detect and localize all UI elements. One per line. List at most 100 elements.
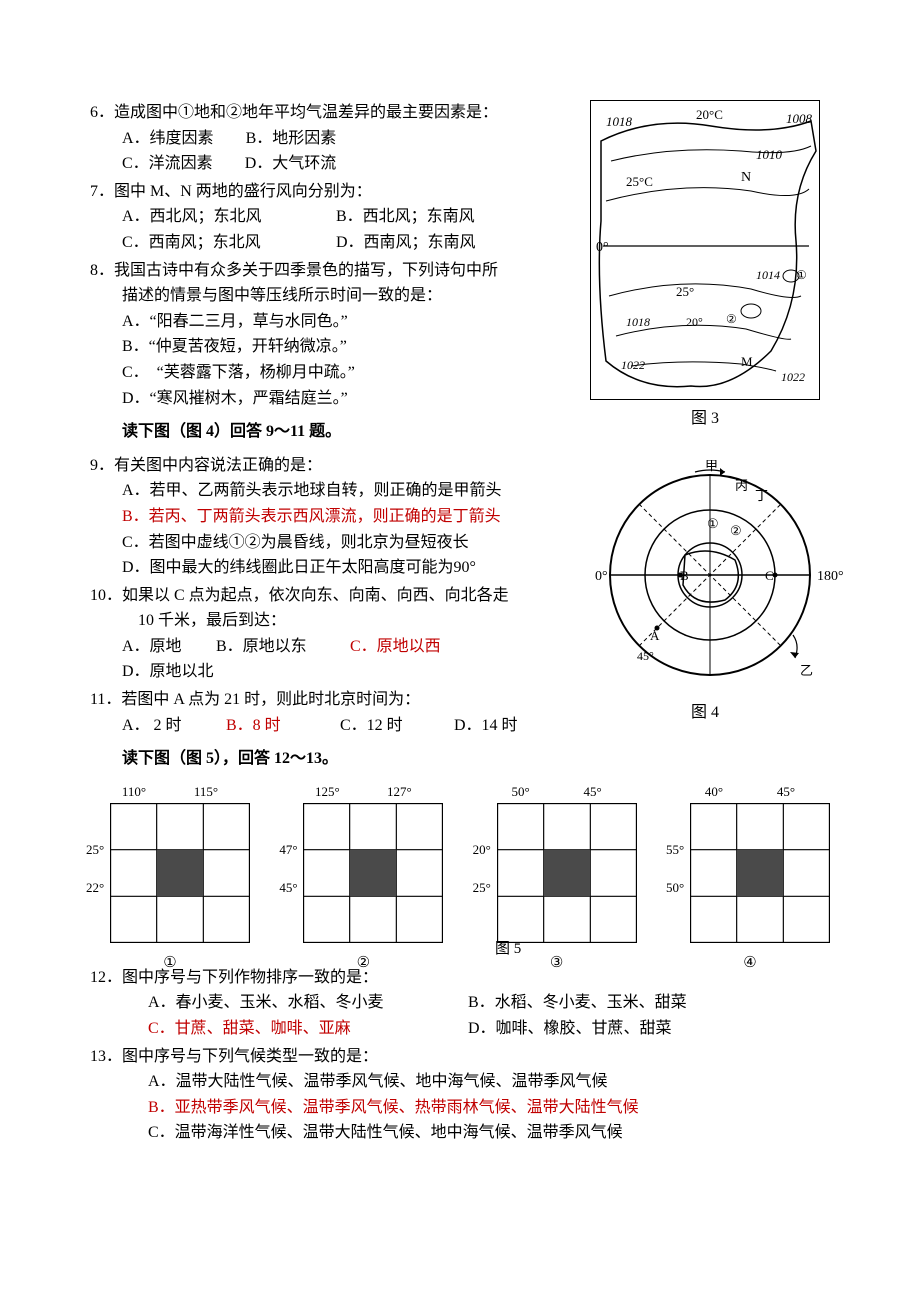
question-12: 12．图中序号与下列作物排序一致的是： A．春小麦、玉米、水稻、冬小麦 B．水稻… xyxy=(90,965,830,1042)
svg-text:C: C xyxy=(765,568,774,583)
chart-4-top-0: 40° xyxy=(705,782,723,803)
question-9: 9．有关图中内容说法正确的是： A．若甲、乙两箭头表示地球自转，则正确的是甲箭头… xyxy=(90,453,560,581)
svg-text:N: N xyxy=(741,170,751,185)
q6-stem: 6．造成图中①地和②地年平均气温差异的最主要因素是： xyxy=(90,100,560,126)
q11-opt-b: B．8 时 xyxy=(226,713,336,739)
figure-4: 甲 丙 丁 ① ② B C A 0° 180° 45° 乙 图 4 xyxy=(580,460,830,726)
figure-3: 1018 20°C 1008 1010 25°C N 0° 25° 1014 1… xyxy=(580,100,830,432)
q8-opt-b: B．“仲夏苦夜短，开轩纳微凉。” xyxy=(90,334,560,360)
q10-stem2: 10 千米，最后到达： xyxy=(90,608,560,634)
svg-text:1018: 1018 xyxy=(626,315,650,329)
svg-text:A: A xyxy=(650,628,660,643)
svg-text:25°C: 25°C xyxy=(626,174,653,189)
svg-text:0°: 0° xyxy=(596,240,609,255)
q11-opt-a: A． 2 时 xyxy=(122,713,222,739)
svg-text:①: ① xyxy=(796,268,807,282)
q7-opt-d: D．西南风；东南风 xyxy=(336,230,476,256)
svg-text:20°C: 20°C xyxy=(696,107,723,122)
chart-4-top-1: 45° xyxy=(777,782,795,803)
chart-3-top-1: 45° xyxy=(584,782,602,803)
question-8: 8．我国古诗中有众多关于四季景色的描写，下列诗句中所 描述的情景与图中等压线所示… xyxy=(90,258,560,412)
figure-3-map: 1018 20°C 1008 1010 25°C N 0° 25° 1014 1… xyxy=(590,100,820,400)
chart-4-left-0: 55° xyxy=(666,832,684,870)
chart-4-left-1: 50° xyxy=(666,870,684,908)
chart-2-left-1: 45° xyxy=(279,870,297,908)
q7-opt-b: B．西北风；东南风 xyxy=(336,204,475,230)
q12-opt-d: D．咖啡、橡胶、甘蔗、甜菜 xyxy=(468,1016,788,1042)
svg-text:甲: 甲 xyxy=(705,460,718,473)
figure-3-caption: 图 3 xyxy=(580,406,830,432)
chart-3: 50°45° 20°25° ③ xyxy=(477,782,637,957)
q13-opt-b: B．亚热带季风气候、温带季风气候、热带雨林气候、温带大陆性气候 xyxy=(148,1095,830,1121)
chart-3-left-1: 25° xyxy=(473,870,491,908)
q10-opt-d: D．原地以北 xyxy=(122,659,214,685)
q10-opt-c: C．原地以西 xyxy=(350,634,480,660)
chart-1-left-1: 22° xyxy=(86,870,104,908)
question-13: 13．图中序号与下列气候类型一致的是： A．温带大陆性气候、温带季风气候、地中海… xyxy=(90,1044,830,1146)
q9-opt-b: B．若丙、丁两箭头表示西风漂流，则正确的是丁箭头 xyxy=(90,504,560,530)
q10-opt-b: B．原地以东 xyxy=(216,634,346,660)
svg-text:1010: 1010 xyxy=(756,147,783,162)
q9-opt-a: A．若甲、乙两箭头表示地球自转，则正确的是甲箭头 xyxy=(90,478,560,504)
q8-stem2: 描述的情景与图中等压线所示时间一致的是： xyxy=(90,283,560,309)
figure-4-diagram: 甲 丙 丁 ① ② B C A 0° 180° 45° 乙 xyxy=(595,460,815,680)
q13-stem: 13．图中序号与下列气候类型一致的是： xyxy=(90,1044,830,1070)
chart-1-num: ① xyxy=(90,951,250,975)
q8-opt-d: D．“寒风摧树木，严霜结庭兰。” xyxy=(90,386,560,412)
svg-text:1014: 1014 xyxy=(756,268,780,282)
svg-text:M: M xyxy=(741,354,753,369)
question-10: 10．如果以 C 点为起点，依次向东、向南、向西、向北各走 10 千米，最后到达… xyxy=(90,583,560,685)
q13-opt-a: A．温带大陆性气候、温带季风气候、地中海气候、温带季风气候 xyxy=(148,1069,830,1095)
svg-text:0°: 0° xyxy=(595,569,608,584)
question-7: 7．图中 M、N 两地的盛行风向分别为： A．西北风；东北风 B．西北风；东南风… xyxy=(90,179,560,256)
svg-text:丁: 丁 xyxy=(755,488,768,503)
svg-text:25°: 25° xyxy=(676,284,694,299)
figure-5: 110°115° 25°22° ① 125°127° 47°45° ② 50°4… xyxy=(90,782,830,957)
svg-text:①: ① xyxy=(707,516,719,531)
q9-stem: 9．有关图中内容说法正确的是： xyxy=(90,453,560,479)
q9-opt-c: C．若图中虚线①②为晨昏线，则北京为昼短夜长 xyxy=(90,530,560,556)
chart-2-left-0: 47° xyxy=(279,832,297,870)
chart-2-num: ② xyxy=(283,951,443,975)
chart-1-top-0: 110° xyxy=(122,782,146,803)
q6-opt-c: C．洋流因素 xyxy=(122,151,213,177)
q10-opt-a: A．原地 xyxy=(122,634,212,660)
q6-opt-a: A．纬度因素 xyxy=(122,126,214,152)
svg-text:乙: 乙 xyxy=(800,663,813,678)
chart-3-left-0: 20° xyxy=(473,832,491,870)
svg-text:②: ② xyxy=(726,312,737,326)
svg-text:1008: 1008 xyxy=(786,111,813,126)
chart-3-top-0: 50° xyxy=(512,782,530,803)
q11-opt-c: C．12 时 xyxy=(340,713,450,739)
svg-text:1022: 1022 xyxy=(621,358,645,372)
section-12-13: 读下图（图 5），回答 12～13。 xyxy=(90,746,830,772)
chart-1: 110°115° 25°22° ① xyxy=(90,782,250,957)
q12-opt-c: C．甘蔗、甜菜、咖啡、亚麻 xyxy=(148,1016,468,1042)
chart-1-top-1: 115° xyxy=(194,782,218,803)
svg-text:1022: 1022 xyxy=(781,370,805,384)
q9-opt-d: D．图中最大的纬线圈此日正午太阳高度可能为90° xyxy=(90,555,560,581)
chart-1-left-0: 25° xyxy=(86,832,104,870)
q7-stem: 7．图中 M、N 两地的盛行风向分别为： xyxy=(90,179,560,205)
svg-text:②: ② xyxy=(730,523,742,538)
q8-stem: 8．我国古诗中有众多关于四季景色的描写，下列诗句中所 xyxy=(90,258,560,284)
q10-stem: 10．如果以 C 点为起点，依次向东、向南、向西、向北各走 xyxy=(90,583,560,609)
q12-opt-a: A．春小麦、玉米、水稻、冬小麦 xyxy=(148,990,468,1016)
chart-4: 40°45° 55°50° ④ xyxy=(670,782,830,957)
q6-opt-d: D．大气环流 xyxy=(245,151,337,177)
svg-text:45°: 45° xyxy=(637,649,654,663)
q11-opt-d: D．14 时 xyxy=(454,713,518,739)
figure-5-caption: 图 5 xyxy=(495,937,521,961)
svg-text:180°: 180° xyxy=(817,569,844,584)
q8-opt-c: C． “芙蓉露下落，杨柳月中疏。” xyxy=(90,360,560,386)
chart-2-top-0: 125° xyxy=(315,782,340,803)
chart-4-num: ④ xyxy=(670,951,830,975)
q8-opt-a: A．“阳春二三月，草与水同色。” xyxy=(90,309,560,335)
q12-opt-b: B．水稻、冬小麦、玉米、甜菜 xyxy=(468,990,788,1016)
svg-text:20°: 20° xyxy=(686,315,703,329)
chart-2: 125°127° 47°45° ② xyxy=(283,782,443,957)
q7-opt-a: A．西北风；东北风 xyxy=(122,204,332,230)
question-6: 6．造成图中①地和②地年平均气温差异的最主要因素是： A．纬度因素 B．地形因素… xyxy=(90,100,560,177)
figure-4-caption: 图 4 xyxy=(580,700,830,726)
chart-2-top-1: 127° xyxy=(387,782,412,803)
